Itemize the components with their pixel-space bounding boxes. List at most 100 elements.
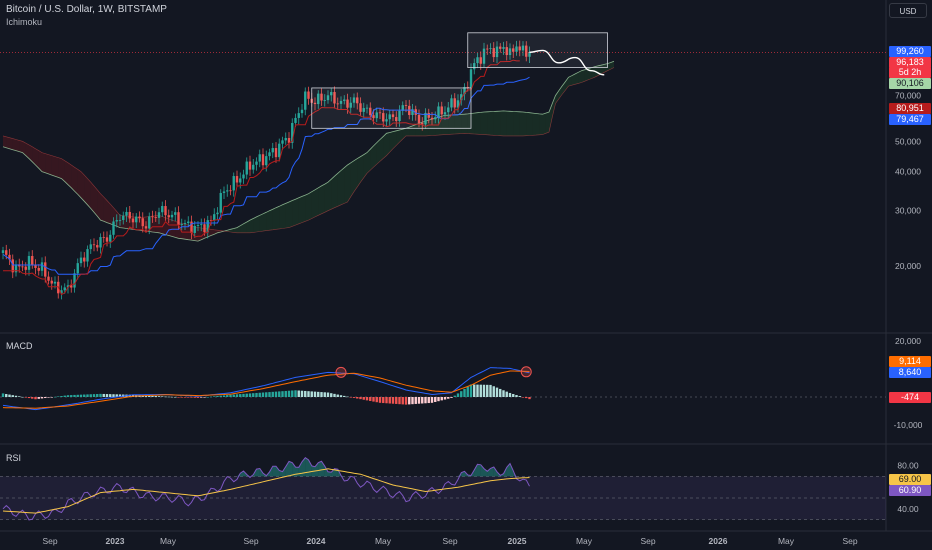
kumo-segment (389, 131, 393, 153)
candle-body (105, 237, 109, 242)
kumo-segment (233, 227, 237, 233)
kumo-segment (246, 220, 250, 233)
range-box (467, 32, 608, 68)
candle-body (37, 267, 40, 271)
candle-body (60, 290, 63, 294)
kumo-segment (308, 191, 312, 221)
candle-body (141, 218, 144, 227)
kumo-segment (103, 197, 107, 223)
macd-histogram-bar (44, 397, 47, 399)
rsi-overbought-fill (490, 467, 494, 477)
macd-histogram-bar (105, 394, 109, 397)
price-axis-tag: 80,951 (889, 103, 931, 114)
kumo-segment (302, 195, 306, 223)
kumo-segment (19, 140, 23, 153)
macd-histogram-bar (1, 393, 5, 397)
candle-body (453, 98, 456, 108)
kumo-segment (107, 200, 111, 224)
kumo-segment (285, 202, 289, 228)
macd-histogram-bar (505, 391, 508, 397)
macd-pane-label[interactable]: MACD (6, 341, 33, 351)
candle-body (450, 98, 453, 108)
candle-body (278, 143, 281, 158)
candle-body (21, 266, 24, 268)
kumo-segment (461, 114, 465, 134)
macd-histogram-bar (421, 397, 424, 404)
kumo-segment (380, 136, 384, 162)
candle-body (122, 215, 125, 220)
macd-histogram-bar (180, 397, 183, 398)
kumo-segment (347, 162, 351, 202)
time-axis-label: Sep (640, 536, 655, 546)
macd-histogram-bar (385, 397, 388, 404)
macd-histogram-bar (53, 396, 57, 398)
rsi-pane-label[interactable]: RSI (6, 453, 22, 463)
candle-body (460, 94, 463, 101)
macd-histogram-bar (456, 393, 460, 397)
range-box (311, 87, 472, 129)
candle-body (447, 107, 450, 113)
macd-histogram-bar (291, 390, 294, 397)
candle-body (307, 91, 310, 99)
candle-body (482, 48, 486, 64)
macd-histogram-bar (37, 397, 40, 399)
price-axis-tag: 96,183 (889, 57, 931, 68)
macd-histogram-bar (24, 397, 27, 398)
kumo-segment (607, 62, 611, 71)
price-tick-label: 70,000 (895, 91, 921, 101)
rsi-overbought-fill (328, 471, 332, 477)
macd-histogram-bar (336, 394, 339, 397)
kumo-segment (448, 115, 452, 135)
rsi-tick-label: 80.00 (897, 461, 919, 471)
kumo-segment (435, 117, 439, 136)
candle-body (11, 259, 14, 273)
kumo-segment (493, 111, 497, 136)
kumo-segment (55, 156, 59, 178)
macd-histogram-bar (99, 393, 102, 397)
kumo-segment (155, 215, 159, 233)
candle-body (70, 285, 73, 288)
macd-histogram-bar (14, 395, 18, 397)
kumo-segment (354, 158, 358, 192)
kumo-segment (545, 112, 549, 134)
candle-body (53, 281, 57, 284)
candle-body (50, 280, 53, 284)
macd-histogram-bar (473, 384, 476, 397)
candle-body (300, 109, 304, 114)
kumo-segment (454, 114, 458, 134)
candle-body (320, 93, 323, 101)
macd-histogram-bar (164, 396, 167, 398)
candle-body (135, 216, 138, 223)
kumo-segment (250, 218, 254, 233)
macd-histogram-bar (245, 393, 248, 397)
macd-histogram-bar (404, 397, 408, 405)
kumo-segment (506, 111, 510, 136)
kumo-segment (419, 122, 423, 136)
candle-body (96, 245, 99, 248)
currency-selector[interactable]: USD (889, 3, 927, 18)
candle-body (180, 224, 183, 225)
candle-body (66, 285, 70, 288)
kumo-segment (32, 146, 36, 165)
macd-histogram-bar (203, 397, 206, 398)
macd-histogram-bar (365, 397, 369, 401)
candle-body (525, 45, 528, 57)
macd-histogram-bar (492, 386, 495, 397)
macd-histogram-bar (47, 397, 50, 398)
macd-histogram-bar (310, 391, 313, 397)
candle-body (200, 224, 203, 226)
macd-histogram-bar (86, 394, 89, 397)
candle-body (404, 105, 408, 106)
macd-histogram-bar (512, 393, 515, 397)
kumo-segment (311, 189, 315, 219)
time-axis-label: May (778, 536, 795, 546)
macd-histogram-bar (118, 394, 122, 397)
candle-body (388, 114, 391, 120)
candle-body (297, 113, 300, 118)
macd-histogram-bar (112, 394, 115, 397)
macd-histogram-bar (235, 394, 239, 397)
price-tick-label: 40,000 (895, 167, 921, 177)
kumo-segment (289, 200, 293, 228)
indicator-label-ichimoku[interactable]: Ichimoku (6, 17, 43, 27)
